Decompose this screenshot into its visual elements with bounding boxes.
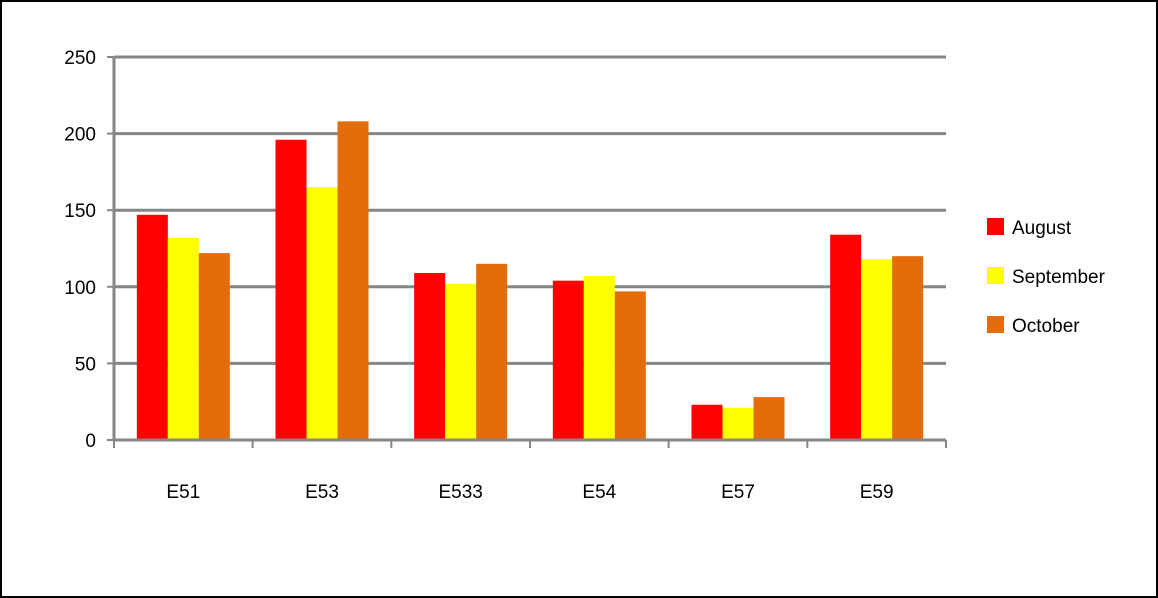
bar-october-e59 bbox=[892, 256, 924, 440]
legend-label-september: September bbox=[1012, 267, 1106, 288]
y-tick-label: 150 bbox=[64, 201, 96, 222]
x-tick-label: E51 bbox=[166, 482, 200, 503]
y-axis-ticks: 0 50 100 150 200 250 bbox=[64, 48, 114, 452]
bar-august-e533 bbox=[414, 273, 446, 440]
x-tick-label: E59 bbox=[860, 482, 894, 503]
bar-september-e57 bbox=[722, 407, 754, 440]
bar-september-e54 bbox=[583, 276, 615, 440]
y-tick-label: 0 bbox=[85, 431, 96, 452]
legend-label-october: October bbox=[1012, 316, 1080, 337]
bar-september-e51 bbox=[167, 237, 199, 440]
bar-august-e57 bbox=[691, 404, 723, 440]
y-tick-label: 50 bbox=[75, 354, 96, 375]
bar-august-e53 bbox=[275, 139, 307, 440]
x-axis-ticks: E51 E53 E533 E54 E57 E59 bbox=[113, 440, 947, 503]
x-tick-label: E57 bbox=[721, 482, 755, 503]
legend-swatch-august bbox=[987, 218, 1004, 235]
gridlines bbox=[114, 55, 946, 365]
bar-october-e57 bbox=[753, 397, 785, 440]
bar-october-e51 bbox=[198, 253, 230, 440]
x-tick-label: E533 bbox=[438, 482, 482, 503]
legend-label-august: August bbox=[1012, 218, 1072, 239]
axes bbox=[112, 57, 946, 442]
x-tick-label: E54 bbox=[582, 482, 616, 503]
legend-swatch-october bbox=[987, 316, 1004, 333]
bar-october-e54 bbox=[614, 291, 646, 440]
y-tick-label: 250 bbox=[64, 48, 96, 69]
bar-september-e53 bbox=[306, 187, 338, 440]
y-tick-label: 200 bbox=[64, 125, 96, 146]
y-tick-label: 100 bbox=[64, 278, 96, 299]
bar-august-e59 bbox=[830, 234, 862, 440]
bar-september-e59 bbox=[861, 259, 893, 440]
bar-august-e54 bbox=[552, 280, 584, 440]
legend: August September October bbox=[987, 218, 1106, 337]
legend-swatch-september bbox=[987, 267, 1004, 284]
bar-october-e533 bbox=[476, 263, 508, 440]
bars bbox=[136, 121, 924, 441]
bar-september-e533 bbox=[445, 283, 477, 440]
x-tick-label: E53 bbox=[305, 482, 339, 503]
bar-october-e53 bbox=[337, 121, 369, 441]
bar-august-e51 bbox=[136, 214, 168, 440]
